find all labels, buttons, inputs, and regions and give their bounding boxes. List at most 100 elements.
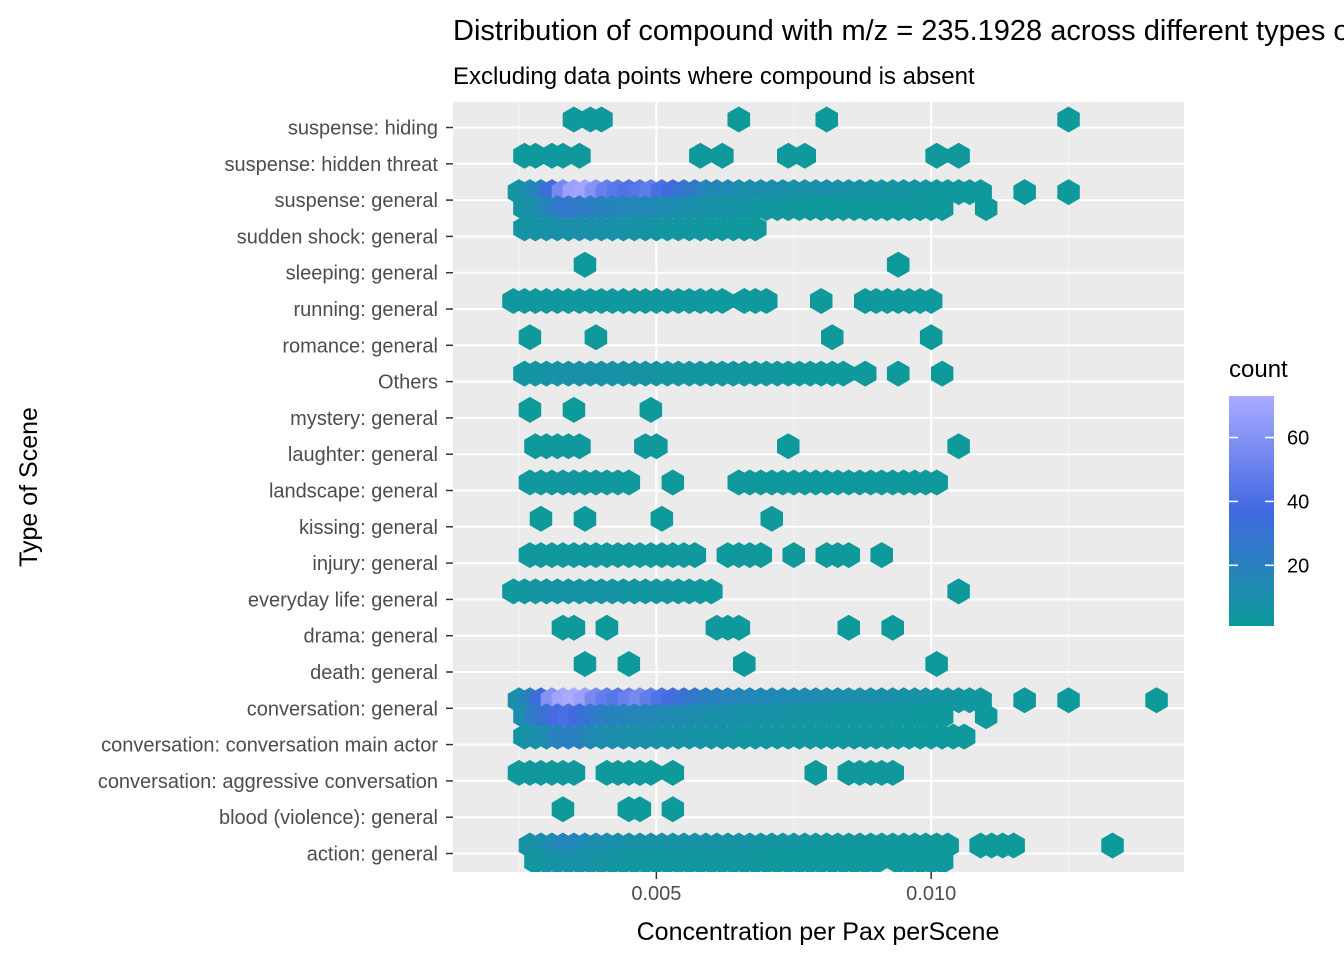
hex-bin	[832, 360, 855, 387]
hex-bin	[815, 106, 838, 133]
hex-bin	[689, 142, 712, 169]
legend-tick-label: 20	[1287, 555, 1309, 577]
x-axis: 0.005 0.010	[631, 872, 956, 905]
y-tick-label: sudden shock: general	[237, 226, 438, 248]
hex-bin	[865, 848, 888, 872]
y-tick-label: conversation: aggressive conversation	[98, 771, 438, 793]
hex-bin	[617, 469, 641, 496]
hex-bin	[733, 651, 756, 677]
y-tick-label: romance: general	[282, 335, 438, 357]
hex-bin	[886, 360, 910, 387]
hex-bin	[1057, 687, 1080, 714]
hex-bin	[568, 142, 591, 169]
hex-bin	[974, 195, 998, 222]
legend: count 20 40 60	[1229, 356, 1309, 626]
hex-bin	[661, 469, 685, 496]
y-tick-label: landscape: general	[269, 481, 438, 503]
hex-bin	[711, 288, 734, 314]
hex-bin	[584, 324, 608, 351]
hex-bin	[952, 723, 976, 750]
hex-bin	[1013, 179, 1036, 206]
hex-bin	[837, 614, 860, 641]
hex-bin	[595, 614, 619, 641]
hex-bin	[683, 542, 707, 569]
hex-bin	[854, 360, 877, 387]
hex-bin	[562, 396, 586, 423]
hex-bin	[919, 324, 943, 351]
hex-bin	[886, 251, 910, 278]
hex-bin	[529, 505, 553, 532]
y-tick-label: kissing: general	[299, 517, 438, 539]
hex-bin	[568, 433, 591, 460]
y-tick-label: action: general	[307, 844, 438, 866]
hex-bin	[650, 505, 674, 532]
y-tick-label: Others	[378, 372, 438, 394]
hex-bin	[947, 578, 970, 605]
hex-bin	[1145, 687, 1168, 714]
hex-bin	[760, 505, 783, 532]
legend-tick-label: 40	[1287, 491, 1309, 513]
x-tick-label: 0.010	[906, 883, 956, 905]
hex-bin	[661, 796, 685, 823]
hex-bin	[919, 288, 943, 314]
y-tick-label: suspense: general	[275, 190, 438, 212]
hex-bin	[573, 505, 597, 532]
hex-bin	[837, 542, 860, 569]
hex-bin	[870, 542, 893, 569]
hex-bin	[562, 759, 586, 786]
hex-bin	[727, 106, 751, 133]
y-axis: action: general blood (violence): general…	[98, 118, 453, 866]
x-tick-label: 0.005	[631, 883, 681, 905]
y-tick-label: running: general	[293, 299, 438, 321]
y-tick-label: suspense: hiding	[288, 118, 438, 140]
hex-bin	[551, 796, 575, 823]
chart-title: Distribution of compound with m/z = 235.…	[453, 15, 1344, 47]
hex-bin	[930, 703, 954, 730]
hex-bin	[974, 703, 998, 730]
hex-bin	[1013, 687, 1036, 714]
hex-bin	[1101, 832, 1124, 859]
hex-bin	[518, 396, 542, 423]
y-tick-label: laughter: general	[288, 444, 438, 466]
hex-bin	[925, 142, 948, 169]
y-tick-label: mystery: general	[290, 408, 438, 430]
y-tick-label: blood (violence): general	[219, 807, 438, 829]
hex-bin	[661, 759, 685, 786]
hex-bin	[1057, 106, 1080, 133]
hex-bin	[930, 848, 954, 872]
hex-bin	[947, 433, 970, 460]
hex-bin	[518, 324, 542, 351]
y-tick-label: conversation: conversation main actor	[101, 735, 438, 757]
legend-colorbar	[1229, 396, 1274, 626]
hex-bin	[755, 288, 778, 314]
hex-bin	[881, 614, 904, 641]
hex-bin	[1057, 179, 1080, 206]
hex-bin	[930, 195, 954, 222]
hex-bin	[744, 215, 767, 242]
hex-bin	[573, 651, 597, 677]
hex-bin	[645, 433, 668, 460]
hex-bins	[502, 106, 1168, 872]
hex-bin	[881, 759, 904, 786]
hex-bin	[562, 614, 586, 641]
hex-bin	[590, 106, 613, 133]
y-tick-label: injury: general	[312, 553, 438, 575]
hex-bin	[782, 542, 805, 569]
hex-bin	[804, 759, 827, 786]
hex-bin	[925, 651, 948, 677]
hex-bin	[639, 396, 663, 423]
y-tick-label: drama: general	[303, 626, 438, 648]
hex-bin	[947, 142, 970, 169]
hex-bin	[628, 796, 652, 823]
hex-bin	[925, 469, 948, 496]
hex-bin	[573, 251, 597, 278]
hex-bin	[749, 542, 772, 569]
hex-bin	[793, 142, 816, 169]
y-axis-label: Type of Scene	[15, 407, 43, 567]
hex-bin	[777, 433, 800, 460]
hex-bin	[821, 324, 844, 351]
legend-ticks: 20 40 60	[1229, 428, 1309, 577]
hex-bin	[711, 142, 734, 169]
chart-subtitle: Excluding data points where compound is …	[453, 63, 975, 90]
